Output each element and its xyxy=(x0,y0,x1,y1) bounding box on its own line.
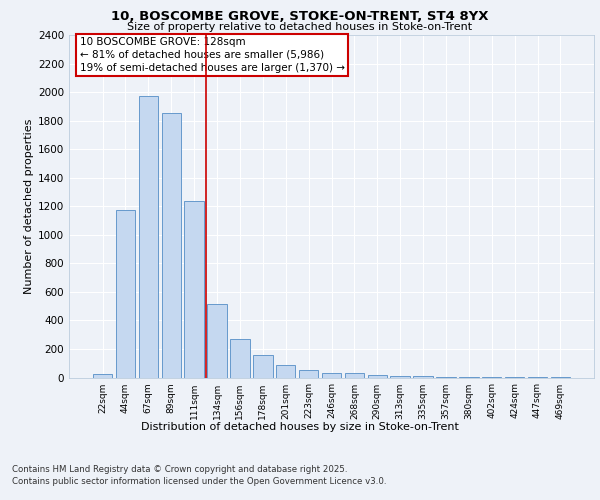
Text: Size of property relative to detached houses in Stoke-on-Trent: Size of property relative to detached ho… xyxy=(127,22,473,32)
Bar xyxy=(413,376,433,378)
Text: 10 BOSCOMBE GROVE: 128sqm
← 81% of detached houses are smaller (5,986)
19% of se: 10 BOSCOMBE GROVE: 128sqm ← 81% of detac… xyxy=(79,36,344,73)
Text: Distribution of detached houses by size in Stoke-on-Trent: Distribution of detached houses by size … xyxy=(141,422,459,432)
Bar xyxy=(276,364,295,378)
Bar xyxy=(368,376,387,378)
Bar xyxy=(93,374,112,378)
Bar xyxy=(344,373,364,378)
Text: 10, BOSCOMBE GROVE, STOKE-ON-TRENT, ST4 8YX: 10, BOSCOMBE GROVE, STOKE-ON-TRENT, ST4 … xyxy=(111,10,489,23)
Text: Contains public sector information licensed under the Open Government Licence v3: Contains public sector information licen… xyxy=(12,478,386,486)
Bar xyxy=(299,370,319,378)
Bar xyxy=(391,376,410,378)
Bar xyxy=(436,377,455,378)
Bar xyxy=(253,356,272,378)
Bar xyxy=(184,200,204,378)
Bar xyxy=(208,304,227,378)
Bar xyxy=(161,114,181,378)
Y-axis label: Number of detached properties: Number of detached properties xyxy=(24,118,34,294)
Text: Contains HM Land Registry data © Crown copyright and database right 2025.: Contains HM Land Registry data © Crown c… xyxy=(12,465,347,474)
Bar xyxy=(322,372,341,378)
Bar xyxy=(116,210,135,378)
Bar xyxy=(230,339,250,378)
Bar xyxy=(139,96,158,378)
